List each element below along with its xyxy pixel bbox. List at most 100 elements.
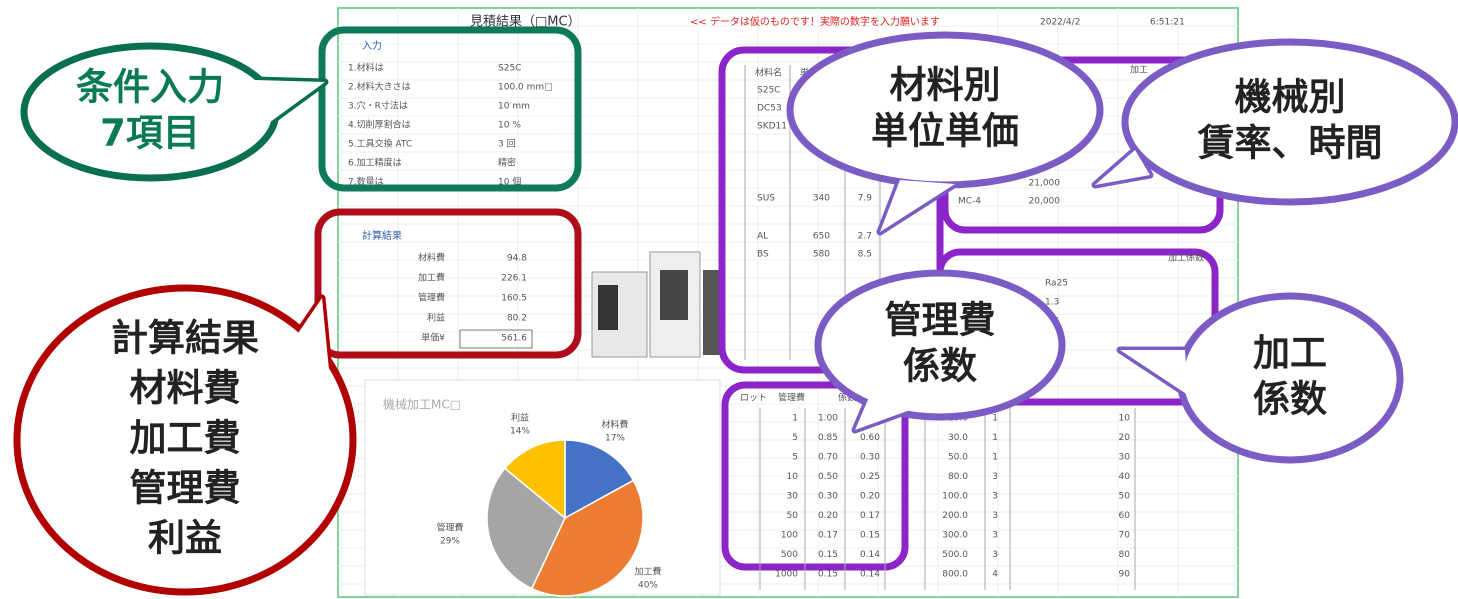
pie-value-label: 14% <box>510 427 530 437</box>
table-cell: 50 <box>1119 492 1131 502</box>
input-label: 7.数量は <box>348 176 384 188</box>
input-heading: 入力 <box>362 39 382 52</box>
table-cell: 100.0 <box>942 492 968 502</box>
table-cell: 40 <box>1119 472 1131 482</box>
callout-text: 管理費 <box>130 467 241 510</box>
result-label: 加工費 <box>418 272 445 284</box>
table-cell: Ra25 <box>1045 279 1068 289</box>
sheet-date: 2022/4/2 <box>1040 18 1080 28</box>
pie-value-label: 17% <box>605 434 625 444</box>
table-cell: 60 <box>1119 511 1131 521</box>
table-cell: 0.25 <box>860 472 880 482</box>
table-cell: 500.0 <box>942 550 968 560</box>
table-cell: 0.17 <box>860 511 880 521</box>
table-cell: 5 <box>792 433 798 443</box>
table-cell: 0.60 <box>860 433 880 443</box>
input-value: 精密 <box>498 157 516 169</box>
result-heading: 計算結果 <box>362 229 402 242</box>
table-cell: MC-4 <box>958 197 981 207</box>
table-cell: 30 <box>1119 453 1131 463</box>
table-header: 加工係数 <box>1168 252 1204 264</box>
callout-text: 加工 <box>1253 332 1327 375</box>
input-label: 3.穴・R寸法は <box>348 100 408 112</box>
table-cell: 3 <box>992 550 998 560</box>
table-header: 管理費 <box>778 392 805 404</box>
pie-label: 加工費 <box>634 566 661 578</box>
table-cell: 20 <box>1119 433 1131 443</box>
pie-value-label: 40% <box>638 581 658 591</box>
callout-text: 賃率、時間 <box>1197 122 1383 165</box>
callout-text: 係数 <box>903 345 977 388</box>
table-cell: 10 <box>1119 414 1131 424</box>
pie-label: 利益 <box>511 412 529 424</box>
callout-text: 計算結果 <box>111 317 259 360</box>
table-cell: DC53 <box>757 104 782 114</box>
table-cell: 0.17 <box>818 531 838 541</box>
sheet-title: 見積結果（□MC） <box>470 15 581 30</box>
callout-tail-fill <box>255 80 325 128</box>
callout-text: 係数 <box>1253 378 1327 421</box>
table-cell: 5 <box>792 453 798 463</box>
result-label: 単価¥ <box>421 332 445 344</box>
input-value: 3 回 <box>498 139 516 150</box>
table-cell: 1 <box>992 414 998 424</box>
table-cell: 0.30 <box>860 453 880 463</box>
table-cell: 650 <box>813 232 830 242</box>
callout-text: 加工費 <box>130 417 241 460</box>
table-cell: 3 <box>992 492 998 502</box>
table-cell: 0.15 <box>860 531 880 541</box>
callout-text: 管理費 <box>885 299 996 342</box>
table-cell: 80 <box>1119 550 1131 560</box>
input-value: 10 % <box>498 121 521 131</box>
table-cell: 0.50 <box>818 472 838 482</box>
result-value: 80.2 <box>507 314 527 324</box>
table-cell: BS <box>757 250 769 260</box>
table-cell: 80.0 <box>948 472 968 482</box>
table-cell: 30.0 <box>948 433 968 443</box>
table-cell: 0.14 <box>860 570 880 580</box>
table-cell: 1.00 <box>818 414 838 424</box>
callout-text: 材料別 <box>890 64 1001 107</box>
table-cell: 21,000 <box>1029 179 1061 189</box>
callout-text: 7項目 <box>100 112 200 155</box>
input-value: 100.0 mm□ <box>498 83 553 93</box>
table-cell: 2.7 <box>858 232 872 242</box>
table-cell: 1 <box>992 433 998 443</box>
table-cell: 7.9 <box>858 194 873 204</box>
sheet-time: 6:51:21 <box>1150 18 1185 28</box>
table-cell: 10 <box>787 472 799 482</box>
result-value: 226.1 <box>501 274 527 284</box>
input-value: 10 mm <box>498 102 530 112</box>
table-cell: 3 <box>992 531 998 541</box>
table-cell: 0.14 <box>860 550 880 560</box>
pie-title: 機械加工MC□ <box>383 397 461 412</box>
pie-label: 材料費 <box>601 419 628 431</box>
table-cell: 200.0 <box>942 511 968 521</box>
callout-text: 材料費 <box>130 367 241 410</box>
callout-text: 利益 <box>148 517 222 560</box>
table-cell: AL <box>757 232 768 242</box>
table-cell: 0.85 <box>818 433 838 443</box>
sheet-note: << データは仮のものです！実際の数字を入力願います <box>690 15 940 28</box>
table-cell: S25C <box>757 86 780 96</box>
callout-text: 条件入力 <box>76 66 224 109</box>
table-cell: 0.70 <box>818 453 838 463</box>
table-cell: 90 <box>1119 570 1131 580</box>
table-cell: 500 <box>781 550 798 560</box>
table-header: 材料名 <box>755 67 782 79</box>
result-label: 材料費 <box>418 252 445 264</box>
table-cell: 0.15 <box>818 570 838 580</box>
table-cell: 20,000 <box>1029 197 1061 207</box>
table-cell: 0.30 <box>818 492 838 502</box>
table-cell: 1 <box>792 414 798 424</box>
table-header: 加工 <box>1130 65 1148 76</box>
table-cell: 30 <box>787 492 799 502</box>
table-cell: 800.0 <box>942 570 968 580</box>
input-value: 10 個 <box>498 176 521 188</box>
table-header: ロット <box>740 394 767 404</box>
table-cell: 8.5 <box>858 250 872 260</box>
table-cell: 3 <box>992 472 998 482</box>
table-cell: 580 <box>813 250 830 260</box>
input-label: 5.工具交換 ATC <box>348 138 412 150</box>
table-cell: 4 <box>992 570 998 580</box>
